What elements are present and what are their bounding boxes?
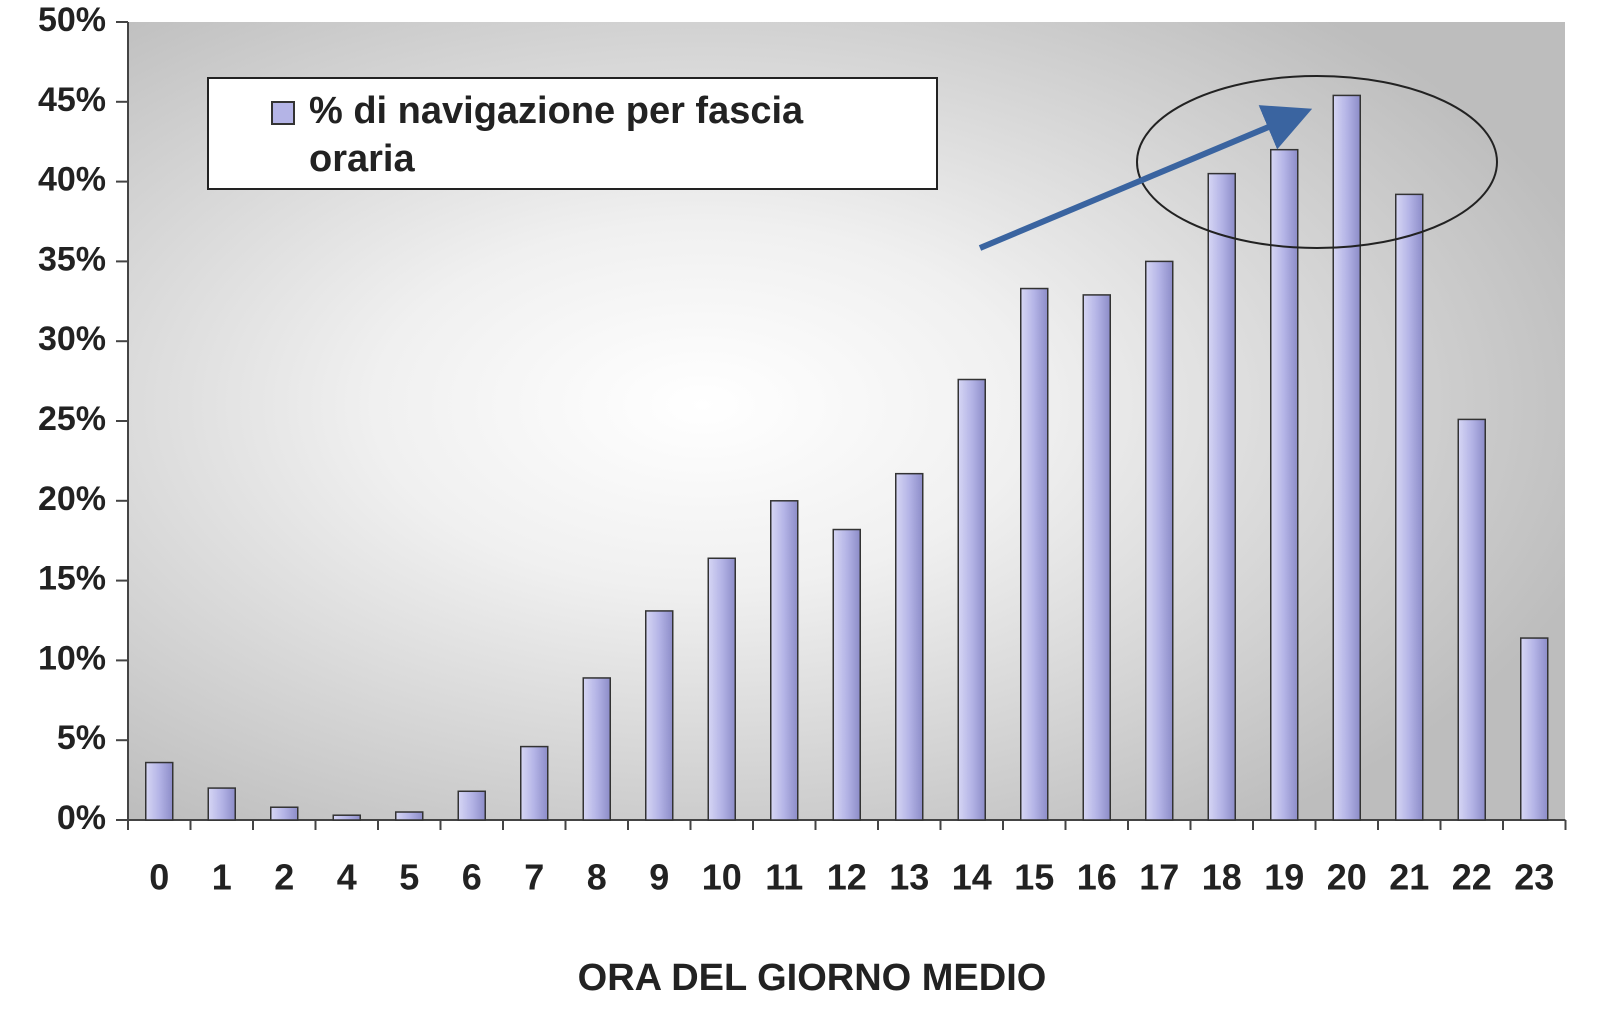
x-axis-title: ORA DEL GIORNO MEDIO xyxy=(578,957,1047,999)
bar xyxy=(1020,287,1049,821)
bar xyxy=(770,500,799,821)
bar xyxy=(520,745,549,821)
x-tick-label: 10 xyxy=(702,857,742,898)
x-tick-label: 2 xyxy=(274,857,294,898)
legend-swatch xyxy=(271,101,295,125)
x-tick-label: 5 xyxy=(399,857,419,898)
y-tick-label: 40% xyxy=(38,161,106,199)
bar xyxy=(895,472,924,821)
x-tick-label: 13 xyxy=(889,857,929,898)
x-tick-label: 1 xyxy=(212,857,232,898)
bar xyxy=(1145,260,1174,821)
x-tick-label: 21 xyxy=(1389,857,1429,898)
x-tick-label: 23 xyxy=(1514,857,1554,898)
y-tick-label: 35% xyxy=(38,240,106,278)
bar xyxy=(457,790,486,821)
y-tick-label: 25% xyxy=(38,400,106,438)
x-tick-label: 0 xyxy=(149,857,169,898)
bar xyxy=(1520,637,1549,821)
bar xyxy=(145,761,174,821)
bar xyxy=(207,787,236,821)
x-tick-label: 14 xyxy=(952,857,992,898)
x-tick-label: 20 xyxy=(1327,857,1367,898)
x-tick-label: 6 xyxy=(462,857,482,898)
y-tick-label: 5% xyxy=(57,719,106,757)
x-tick-label: 4 xyxy=(337,857,357,898)
bar xyxy=(1332,94,1361,821)
bar xyxy=(645,610,674,821)
x-tick-label: 12 xyxy=(827,857,867,898)
legend-label: % di navigazione per fascia oraria xyxy=(309,90,804,180)
x-tick-label: 16 xyxy=(1077,857,1117,898)
bar xyxy=(1395,193,1424,821)
x-tick-label: 8 xyxy=(587,857,607,898)
legend: % di navigazione per fascia oraria xyxy=(207,77,938,190)
x-tick-label: 7 xyxy=(524,857,544,898)
x-tick-label: 9 xyxy=(649,857,669,898)
bar xyxy=(395,811,424,821)
y-tick-label: 15% xyxy=(38,560,106,598)
x-tick-label: 19 xyxy=(1264,857,1304,898)
bar xyxy=(1457,418,1486,821)
x-tick-label: 18 xyxy=(1202,857,1242,898)
bar xyxy=(707,557,736,821)
bar xyxy=(1082,294,1111,821)
x-tick-label: 17 xyxy=(1139,857,1179,898)
y-tick-label: 10% xyxy=(38,639,106,677)
x-tick-label: 22 xyxy=(1452,857,1492,898)
trend-arrow xyxy=(978,105,1313,251)
bar xyxy=(332,814,361,821)
y-tick-label: 45% xyxy=(38,81,106,119)
bar xyxy=(1207,172,1236,821)
y-tick-label: 20% xyxy=(38,480,106,518)
x-tick-label: 11 xyxy=(765,857,803,898)
y-tick-label: 0% xyxy=(57,799,106,837)
bar xyxy=(270,806,299,821)
y-tick-label: 50% xyxy=(38,1,106,39)
x-tick-label: 15 xyxy=(1014,857,1054,898)
y-tick-label: 30% xyxy=(38,320,106,358)
bar xyxy=(1270,148,1299,821)
bar xyxy=(582,677,611,821)
bar xyxy=(832,528,861,821)
highlight-ellipse xyxy=(1136,75,1498,249)
bar xyxy=(957,378,986,821)
